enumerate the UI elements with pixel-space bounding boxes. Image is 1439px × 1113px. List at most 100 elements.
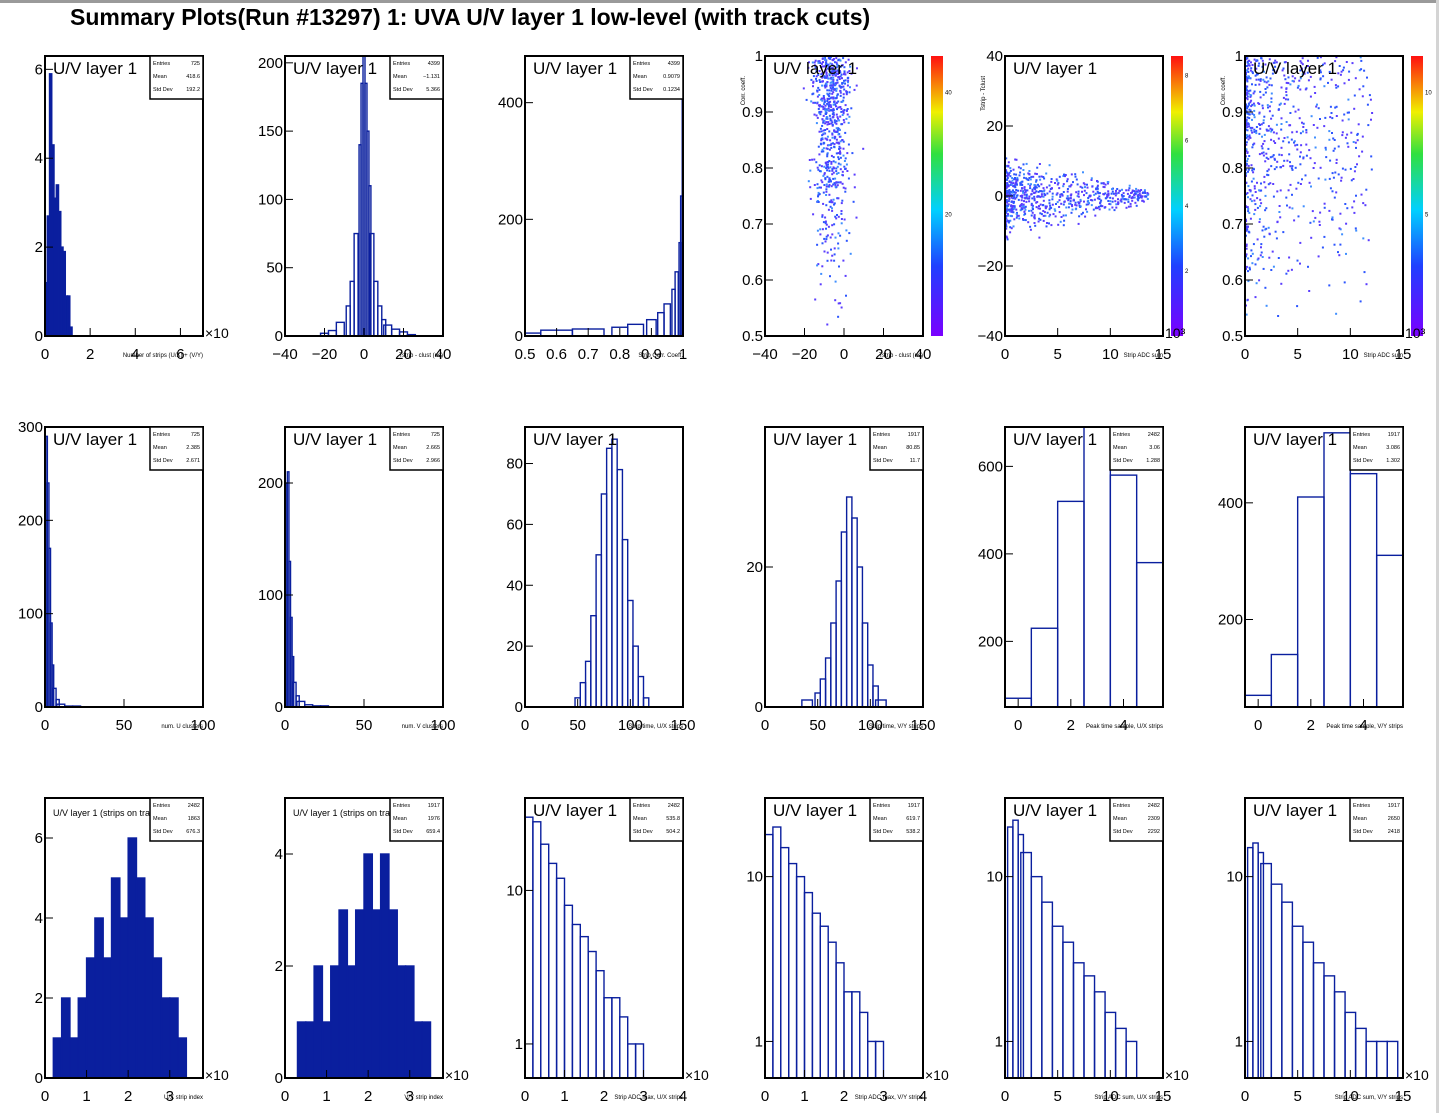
- scatter-point: [1367, 124, 1370, 127]
- scatter-point: [1279, 102, 1282, 105]
- stats-box: [389, 55, 444, 100]
- scatter-point: [1263, 181, 1266, 184]
- scatter-point: [821, 265, 824, 268]
- scatter-point: [1276, 190, 1279, 193]
- stats-value: 504.2: [666, 829, 680, 835]
- scatter-point: [1272, 131, 1275, 134]
- stats-value: 619.7: [906, 816, 920, 822]
- scatter-point: [832, 166, 835, 169]
- scatter-point: [850, 72, 853, 75]
- stats-key: Entries: [873, 432, 890, 438]
- scatter-point: [1250, 99, 1253, 102]
- plot-title: U/V layer 1: [1253, 59, 1337, 78]
- scatter-point: [1285, 87, 1288, 90]
- scatter-point: [831, 133, 834, 136]
- x-axis-label: Peak time sample, V/Y strips: [1326, 724, 1403, 730]
- scatter-point: [1075, 191, 1078, 194]
- scatter-point: [1017, 198, 1020, 201]
- scatter-point: [1012, 225, 1015, 228]
- scatter-point: [826, 234, 829, 237]
- scatter-point: [817, 168, 820, 171]
- scatter-point: [1034, 188, 1037, 191]
- scatter-point: [1369, 98, 1372, 101]
- scatter-point: [838, 128, 841, 131]
- scatter-point: [1062, 175, 1065, 177]
- scatter-point: [1005, 186, 1008, 189]
- scatter-point: [1015, 173, 1018, 176]
- scatter-point: [826, 98, 829, 101]
- scatter-point: [825, 138, 828, 141]
- scatter-point: [1323, 235, 1326, 238]
- stats-value: 2418: [1388, 829, 1400, 835]
- scatter-point: [832, 109, 835, 111]
- scatter-point: [821, 76, 824, 79]
- hist-bin: [555, 877, 566, 1079]
- stats-value: 1863: [188, 816, 200, 822]
- scatter-point: [1260, 189, 1263, 192]
- scatter-point: [818, 193, 821, 196]
- scatter-point: [827, 67, 829, 70]
- scatter-point: [830, 162, 833, 165]
- scatter-point: [1353, 200, 1356, 203]
- scatter-point: [1040, 175, 1043, 178]
- scatter-point: [1250, 61, 1252, 64]
- scatter-point: [839, 89, 842, 92]
- stats-key: Mean: [1353, 816, 1367, 822]
- scatter-point: [1032, 175, 1035, 178]
- scatter-point: [1114, 192, 1117, 195]
- scatter-point: [1296, 305, 1299, 308]
- scatter-point: [1031, 188, 1034, 191]
- scatter-point: [1043, 194, 1046, 197]
- y-tick-label: 0.5: [742, 328, 763, 345]
- scatter-point: [820, 66, 823, 69]
- scatter-point: [1292, 105, 1295, 108]
- scatter-point: [1144, 192, 1147, 194]
- scatter-point: [1090, 177, 1093, 180]
- scatter-point: [1249, 89, 1252, 92]
- scatter-point: [1049, 188, 1052, 190]
- plot-title: U/V layer 1: [533, 430, 617, 449]
- stats-value: 535.8: [666, 816, 680, 822]
- x-tick-label: 3: [879, 1088, 887, 1105]
- scatter-point: [1038, 195, 1041, 198]
- scatter-point: [1077, 222, 1080, 225]
- scatter-point: [1329, 187, 1332, 190]
- scatter-point: [1277, 108, 1280, 111]
- scatter-point: [840, 85, 843, 88]
- scatter-point: [1021, 180, 1024, 183]
- scatter-point: [824, 58, 827, 61]
- scatter-point: [825, 194, 828, 196]
- scatter-point: [824, 240, 827, 243]
- scatter-point: [843, 121, 846, 124]
- scatter-point: [1331, 216, 1334, 219]
- scatter-point: [845, 117, 848, 120]
- scatter-point: [1021, 194, 1024, 197]
- scatter-point: [1246, 98, 1249, 101]
- scatter-point: [1028, 173, 1031, 176]
- scatter-point: [813, 61, 816, 64]
- scatter-point: [1014, 178, 1017, 181]
- scatter-point: [826, 109, 829, 112]
- y-tick-label: 0.6: [1222, 272, 1243, 289]
- scatter-point: [1040, 213, 1043, 216]
- y-tick-label: 2: [35, 990, 43, 1007]
- scatter-point: [1321, 246, 1324, 249]
- scatter-point: [814, 59, 817, 62]
- scatter-point: [1005, 205, 1008, 208]
- scatter-point: [1360, 68, 1363, 71]
- scatter-point: [1253, 104, 1256, 107]
- scatter-point: [1078, 204, 1081, 207]
- scatter-point: [1297, 215, 1300, 218]
- scatter-point: [1298, 79, 1301, 82]
- scatter-point: [832, 97, 835, 100]
- scatter-point: [1335, 115, 1338, 117]
- scatter-point: [835, 66, 838, 69]
- scatter-point: [1299, 262, 1301, 265]
- scatter-point: [824, 65, 827, 68]
- scatter-point: [820, 105, 823, 108]
- scatter-point: [823, 173, 826, 176]
- y-tick-label: 400: [498, 95, 523, 112]
- scatter-point: [1245, 253, 1248, 256]
- scatter-point: [1309, 75, 1312, 78]
